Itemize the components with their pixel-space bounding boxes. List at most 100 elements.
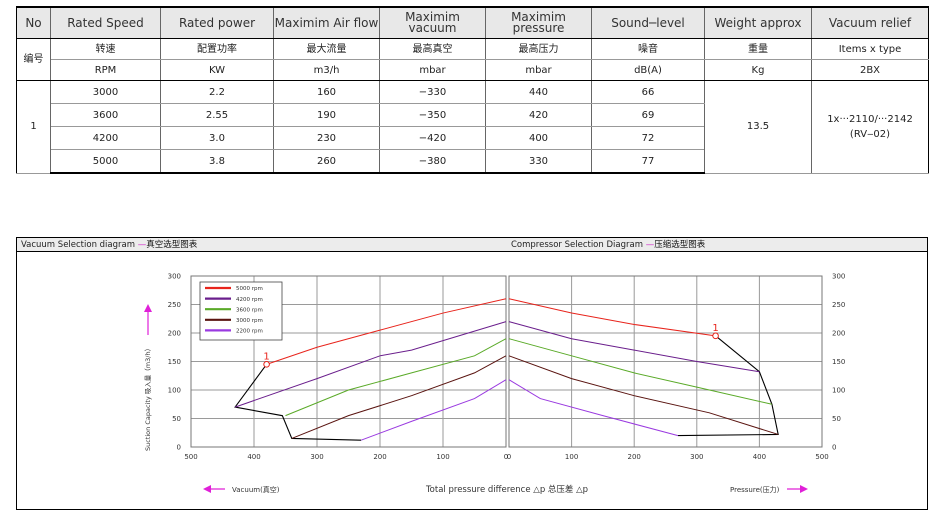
y-tick-label: 300 bbox=[168, 273, 181, 281]
vacuum-title-text: Vacuum Selection diagram bbox=[21, 240, 136, 250]
unit-weight: Kg bbox=[704, 59, 812, 81]
unit-vacuum: mbar bbox=[379, 59, 486, 81]
header-rated-power: Rated power bbox=[160, 6, 274, 39]
compressor-chart: 0 100 200 300 400 500 0 50 100 150 200 250 300 1 bbox=[507, 273, 846, 462]
cell-vacuum: −350 bbox=[379, 103, 486, 127]
cell-pressure: 400 bbox=[485, 126, 592, 150]
unit-relief: 2BX bbox=[811, 59, 929, 81]
x-tick-label: 0 bbox=[504, 453, 508, 461]
series-line-5000-rpm bbox=[266, 298, 507, 365]
y-tick-label: 0 bbox=[177, 444, 181, 452]
pressure-arrow-label: Pressure(压力) bbox=[730, 485, 780, 494]
cell-vacuum: −420 bbox=[379, 126, 486, 150]
cell-airflow: 260 bbox=[273, 149, 380, 174]
row-number: 1 bbox=[16, 80, 51, 174]
header-rated-speed: Rated Speed bbox=[50, 6, 161, 39]
relief-line-1: 1x···2110/···2142 bbox=[827, 113, 913, 125]
zh-weight: 重量 bbox=[704, 38, 812, 60]
diagram-header-bar bbox=[17, 238, 927, 252]
annotation-point bbox=[263, 361, 270, 368]
cell-pressure: 440 bbox=[485, 80, 592, 104]
annotation-point bbox=[712, 332, 719, 340]
series-line-5000-rpm bbox=[508, 298, 716, 337]
cell-sound: 72 bbox=[591, 126, 705, 150]
legend-label: 5000 rpm bbox=[236, 286, 263, 292]
header-weight: Weight approx bbox=[704, 6, 812, 39]
y-tick-label: 50 bbox=[832, 415, 841, 423]
table-row: 5000 3.8 260 −380 330 77 bbox=[17, 149, 929, 174]
header-no: No bbox=[16, 6, 51, 39]
zh-vacuum: 最高真空 bbox=[379, 38, 486, 60]
legend-label: 2200 rpm bbox=[236, 329, 263, 335]
table-row: 1 3000 2.2 160 −330 440 66 13.5 1x···211… bbox=[16, 80, 929, 174]
x-tick-label: 0 bbox=[507, 453, 511, 461]
x-tick-label: 400 bbox=[247, 453, 260, 461]
x-tick-label: 100 bbox=[436, 453, 449, 461]
header-air-flow: Maximim Air flow bbox=[273, 6, 380, 39]
vacuum-chart: 500 400 300 200 100 0 0 50 100 150 200 250 300 1 bbox=[168, 273, 509, 462]
cell-speed: 3000 bbox=[50, 80, 161, 104]
series-line-2200-rpm bbox=[360, 379, 507, 441]
y-tick-label: 150 bbox=[168, 358, 181, 366]
zh-relief: Items x type bbox=[811, 38, 929, 60]
legend-label: 3600 rpm bbox=[236, 307, 263, 313]
x-tick-label: 300 bbox=[690, 453, 703, 461]
x-axis-label: Total pressure difference △p 总压差 △p bbox=[425, 484, 588, 495]
y-tick-label: 200 bbox=[168, 330, 181, 338]
legend-label: 4200 rpm bbox=[236, 297, 263, 303]
y-tick-label: 150 bbox=[832, 358, 845, 366]
header-no-zh: 编号 bbox=[16, 38, 51, 81]
x-tick-label: 500 bbox=[815, 453, 828, 461]
vacuum-title-zh: 真空选型图表 bbox=[146, 240, 198, 250]
cell-weight: 13.5 bbox=[704, 80, 812, 174]
plot-frame bbox=[190, 275, 507, 448]
plot-frame bbox=[508, 275, 823, 448]
operating-envelope-line bbox=[234, 364, 362, 441]
cell-airflow: 190 bbox=[273, 103, 380, 127]
cell-power: 2.2 bbox=[160, 80, 274, 104]
x-tick-label: 400 bbox=[753, 453, 766, 461]
y-axis-label: Suction Capacity 吸入量（m3/h） bbox=[144, 345, 152, 451]
cell-pressure: 330 bbox=[485, 149, 592, 174]
compressor-title-zh: 压缩选型图表 bbox=[654, 240, 706, 250]
header-sound-level: Sound─level bbox=[591, 6, 705, 39]
table-header-row: No Rated Speed Rated power Maximim Air f… bbox=[16, 6, 929, 39]
series-line-2200-rpm bbox=[508, 379, 679, 437]
cell-speed: 3600 bbox=[50, 103, 161, 127]
zh-pressure: 最高压力 bbox=[485, 38, 592, 60]
header-vacuum-relief: Vacuum relief bbox=[811, 6, 929, 39]
table-zh-row: 编号 转速 配置功率 最大流量 最高真空 最高压力 噪音 重量 Items x … bbox=[16, 38, 929, 81]
annotation-label: 1 bbox=[263, 351, 269, 362]
header-pressure: Maximim pressure bbox=[485, 6, 592, 39]
y-tick-label: 0 bbox=[832, 444, 836, 452]
chart-axis-extras: Suction Capacity 吸入量（m3/h） Vacuum(真空) Tota… bbox=[144, 304, 808, 495]
y-tick-label: 100 bbox=[168, 387, 181, 395]
y-tick-label: 200 bbox=[832, 330, 845, 338]
x-tick-label: 300 bbox=[310, 453, 323, 461]
cell-sound: 69 bbox=[591, 103, 705, 127]
unit-pressure: mbar bbox=[485, 59, 592, 81]
zh-speed: 转速 bbox=[50, 38, 161, 60]
unit-airflow: m3/h bbox=[273, 59, 380, 81]
vacuum-diagram-title: Vacuum Selection diagram —真空选型图表 bbox=[21, 239, 197, 251]
cell-power: 3.0 bbox=[160, 126, 274, 150]
unit-speed: RPM bbox=[50, 59, 161, 81]
compressor-diagram-title: Compressor Selection Diagram —压缩选型图表 bbox=[511, 239, 705, 251]
cell-speed: 5000 bbox=[50, 149, 161, 174]
cell-speed: 4200 bbox=[50, 126, 161, 150]
series-line-3600-rpm bbox=[508, 338, 773, 405]
cell-power: 3.8 bbox=[160, 149, 274, 174]
series-line-3000-rpm bbox=[508, 355, 779, 435]
y-tick-label: 250 bbox=[168, 301, 181, 309]
x-tick-label: 500 bbox=[184, 453, 197, 461]
table-row: 3600 2.55 190 −350 420 69 bbox=[17, 103, 929, 127]
y-tick-label: 100 bbox=[832, 387, 845, 395]
unit-sound: dB(A) bbox=[591, 59, 705, 81]
y-tick-label: 250 bbox=[832, 301, 845, 309]
cell-power: 2.55 bbox=[160, 103, 274, 127]
y-tick-label: 300 bbox=[832, 273, 845, 281]
compressor-title-text: Compressor Selection Diagram bbox=[511, 240, 643, 250]
cell-relief: 1x···2110/···2142 (RV‒02) bbox=[811, 80, 929, 174]
chart-legend: 5000 rpm 4200 rpm 3600 rpm 3000 rpm 2200 rpm bbox=[199, 281, 283, 341]
series-line-3000-rpm bbox=[291, 355, 507, 439]
